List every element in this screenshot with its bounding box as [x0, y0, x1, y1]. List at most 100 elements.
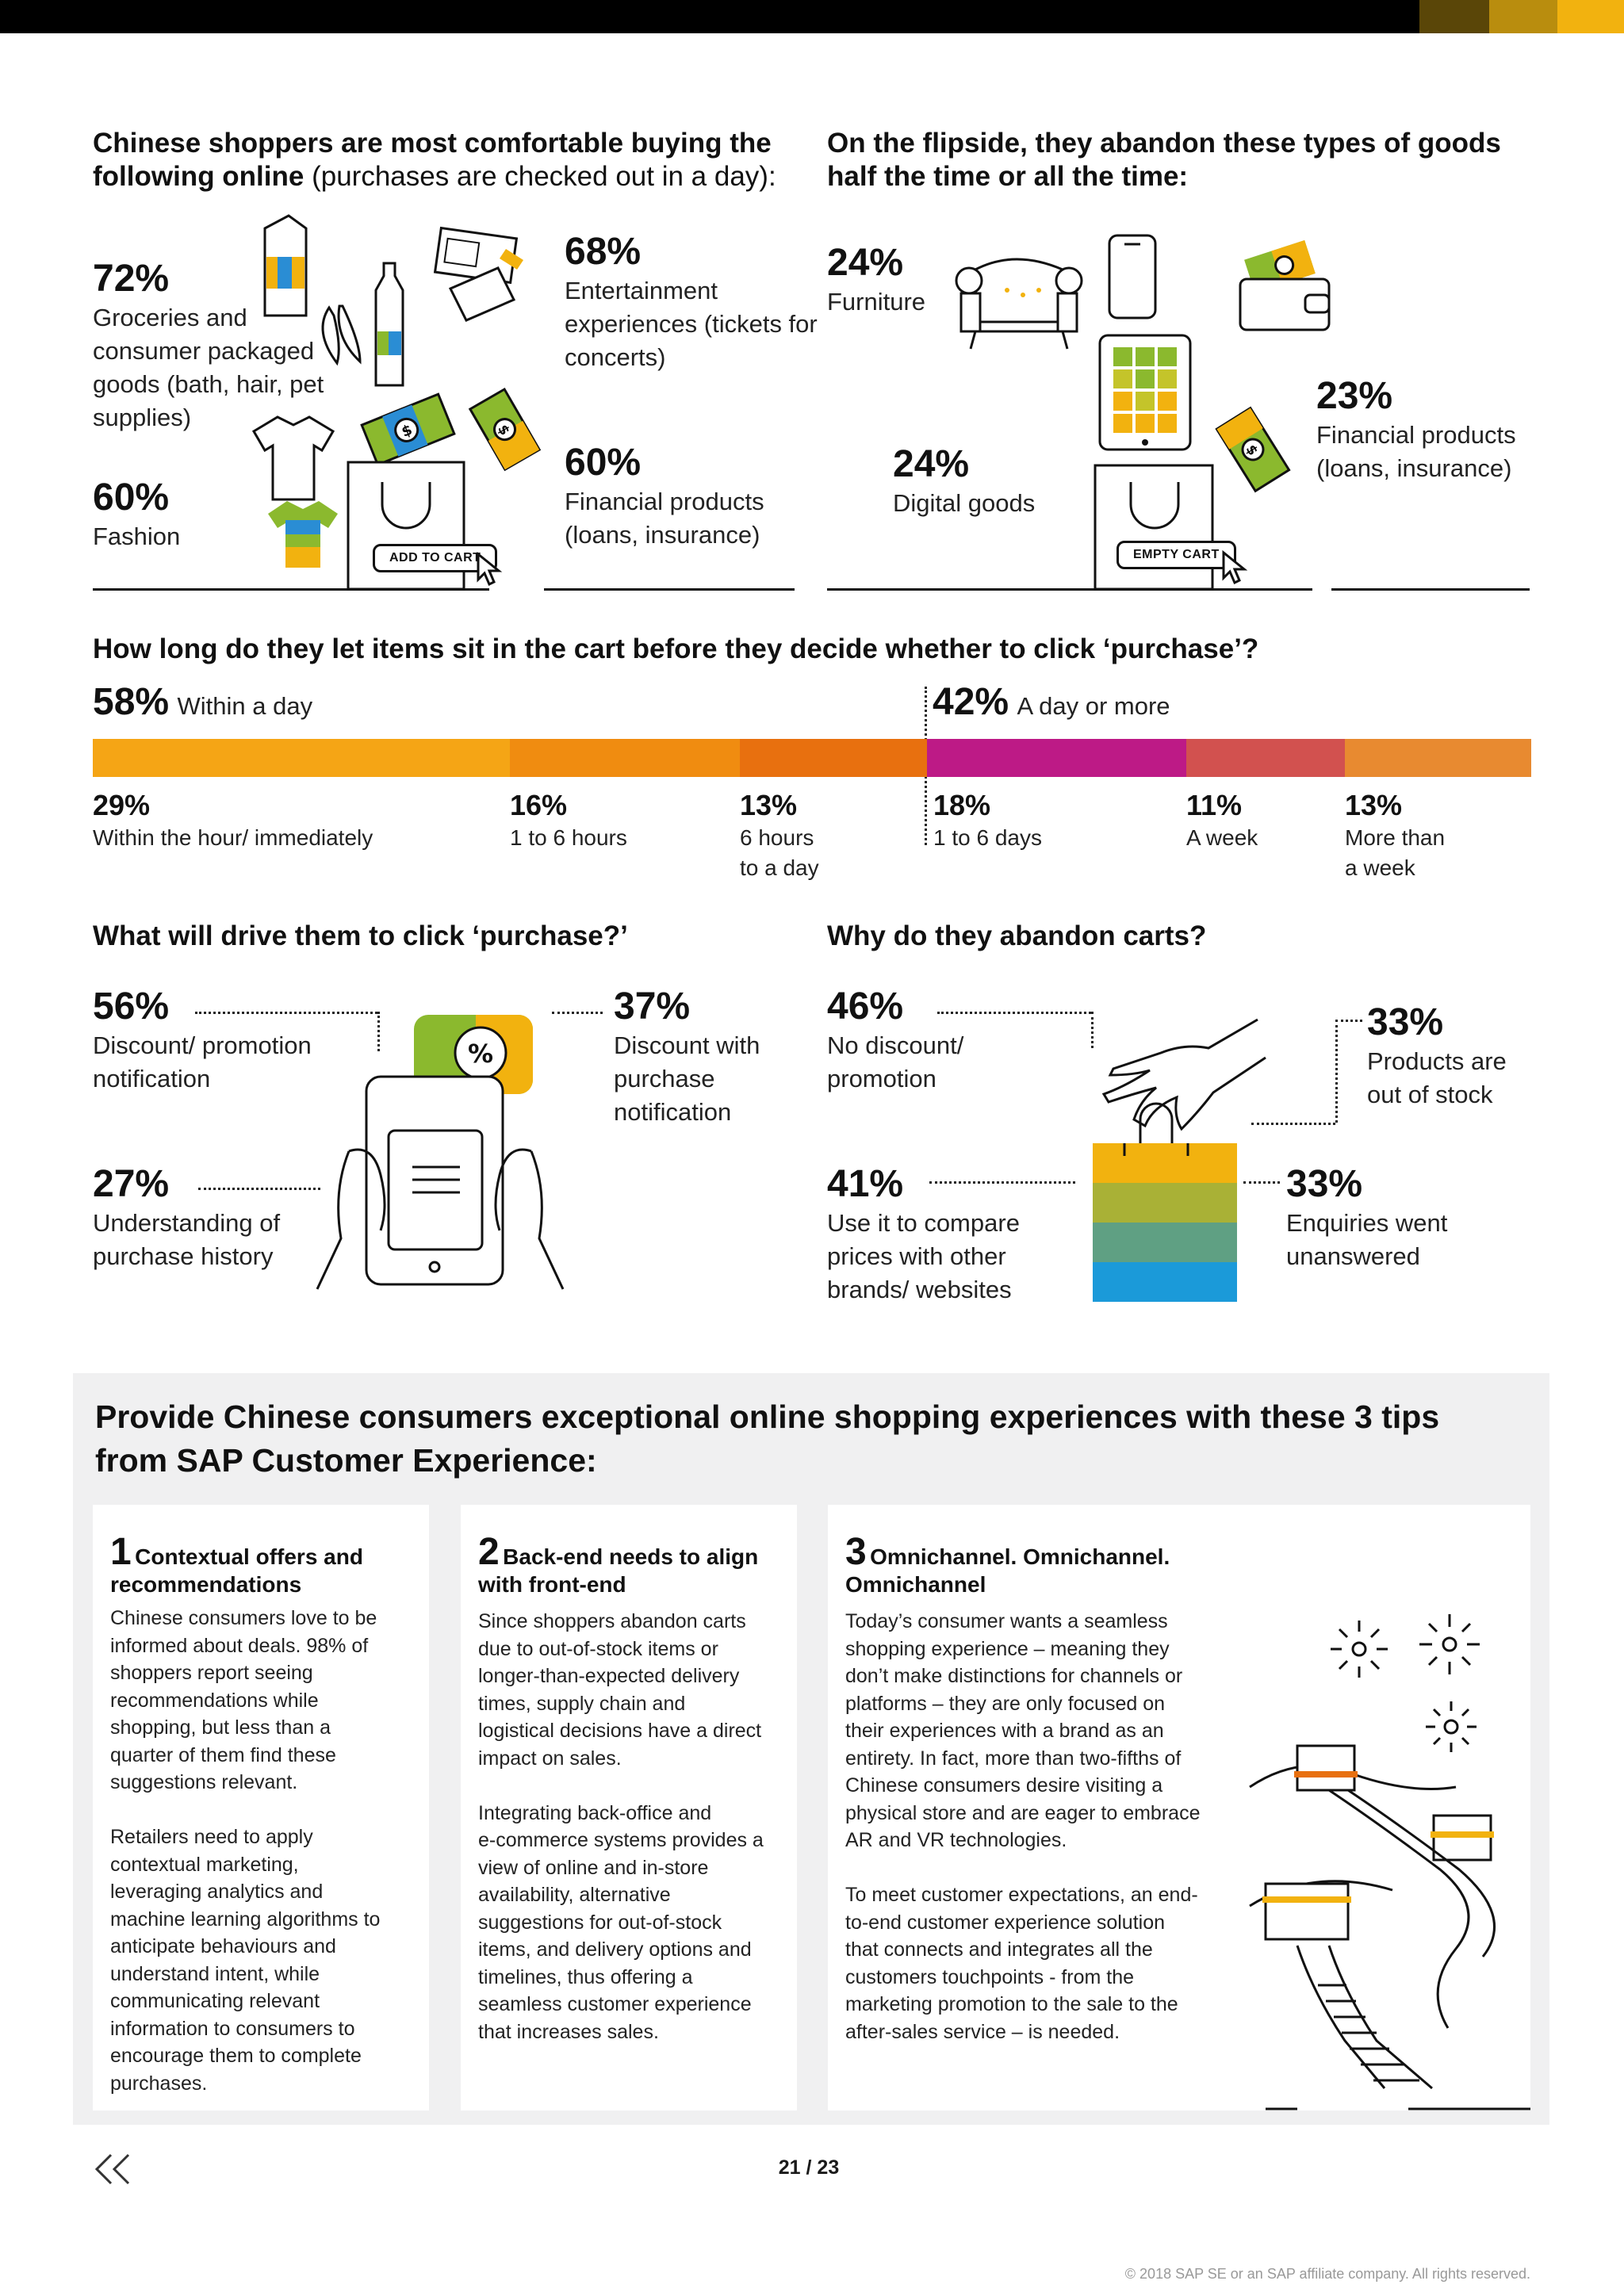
- leader-line: [1335, 1020, 1362, 1022]
- tip-card-1: 1 Contextual offers and recommendations …: [93, 1505, 429, 2110]
- tip-body: Since shoppers abandon carts due to out-…: [478, 1610, 764, 2043]
- double-chevron-left-icon: [94, 2153, 130, 2185]
- tip-body: Chinese consumers love to be informed ab…: [110, 1607, 381, 2095]
- tip-number: 3: [845, 1531, 867, 1573]
- comfortable-heading-bold: Chinese shoppers are most comfortable bu…: [93, 128, 772, 192]
- leader-line: [1335, 1020, 1338, 1123]
- leader-line: [929, 1181, 1075, 1184]
- bar-segment: [927, 739, 1186, 777]
- divider: [93, 588, 347, 591]
- segment-text: A week: [1186, 825, 1258, 850]
- shopping-bag-icon: [1094, 464, 1214, 591]
- summary-label: Within a day: [177, 692, 313, 720]
- stat-label: Entertainment experiences (tickets for c…: [565, 277, 818, 371]
- reason-out-of-stock: 33% Products are out of stock: [1367, 1001, 1542, 1112]
- stat-value: 46%: [827, 985, 904, 1027]
- day-or-more-summary: 42% A day or more: [933, 680, 1170, 725]
- stat-label: Financial products (loans, insurance): [1316, 421, 1516, 482]
- stat-label: No discount/ promotion: [827, 1031, 964, 1093]
- stat-value: 37%: [614, 985, 691, 1027]
- segment-value: 16%: [510, 789, 568, 821]
- segment-value: 11%: [1186, 789, 1243, 821]
- segment-label: 13% 6 hours to a day: [740, 788, 914, 883]
- stat-label: Financial products (loans, insurance): [565, 488, 764, 549]
- add-to-cart-button[interactable]: ADD TO CART: [373, 544, 498, 572]
- leader-line: [195, 1012, 377, 1014]
- leader-line: [198, 1188, 320, 1190]
- shirt-illustration: [251, 415, 335, 501]
- stat-label: Discount/ promotion notification: [93, 1031, 312, 1093]
- leader-line: [937, 1012, 1091, 1014]
- summary-value: 58%: [93, 681, 170, 723]
- segment-label: 11% A week: [1186, 788, 1345, 853]
- segment-value: 29%: [93, 789, 151, 821]
- leader-line: [1091, 1012, 1094, 1048]
- stat-label: Use it to compare prices with other bran…: [827, 1209, 1020, 1303]
- reason-no-discount: 46% No discount/ promotion: [827, 985, 1049, 1096]
- hand-bag-illustration: [1093, 1018, 1266, 1302]
- empty-cart-button[interactable]: EMPTY CART: [1116, 541, 1236, 569]
- smartphone-icon: [1108, 234, 1157, 320]
- stat-value: 33%: [1367, 1001, 1444, 1043]
- driver-discount-notification: 56% Discount/ promotion notification: [93, 985, 362, 1096]
- leader-line: [377, 1012, 380, 1051]
- stat-fashion: 60% Fashion: [93, 476, 331, 553]
- back-icon[interactable]: [92, 2152, 135, 2191]
- comfortable-heading-light: (purchases are checked out in a day):: [304, 161, 776, 192]
- bar-segment: [1186, 739, 1345, 777]
- tablet-hands-illustration: %: [316, 1015, 565, 1290]
- stat-digital-goods: 24% Digital goods: [893, 442, 1099, 520]
- segment-label: 29% Within the hour/ immediately: [93, 788, 489, 853]
- driver-discount-with-purchase: 37% Discount with purchase notification: [614, 985, 820, 1129]
- tip-body: Today’s consumer wants a seamless shoppi…: [845, 1610, 1201, 2043]
- stat-value: 24%: [827, 242, 904, 284]
- stat-entertainment: 68% Entertainment experiences (tickets f…: [565, 230, 818, 374]
- segment-value: 13%: [740, 789, 798, 821]
- cash-icon: $: [468, 387, 542, 472]
- stat-value: 56%: [93, 985, 170, 1027]
- segment-value: 13%: [1345, 789, 1403, 821]
- segment-label: 13% More than a week: [1345, 788, 1519, 883]
- tip-number: 2: [478, 1531, 500, 1573]
- stat-value: 24%: [893, 443, 970, 485]
- grocery-illustration: [263, 214, 404, 387]
- ticket-illustration: [433, 226, 523, 322]
- segment-text: 1 to 6 days: [933, 825, 1042, 850]
- segment-value: 18%: [933, 789, 991, 821]
- tips-title: Provide Chinese consumers exceptional on…: [95, 1399, 1440, 1479]
- armchair-icon: [955, 258, 1083, 350]
- within-day-summary: 58% Within a day: [93, 680, 312, 725]
- stat-value: 60%: [565, 442, 642, 484]
- segment-text: More than a week: [1345, 825, 1446, 880]
- tip-heading: 2 Back-end needs to align: [478, 1532, 779, 1573]
- driver-purchase-history: 27% Understanding of purchase history: [93, 1162, 362, 1273]
- bar-segment: [1345, 739, 1531, 777]
- divider: [544, 588, 795, 591]
- divider: [827, 588, 1094, 591]
- tip-heading-line2: Omnichannel: [845, 1572, 986, 1597]
- stat-value: 72%: [93, 258, 170, 300]
- tip-heading: 3 Omnichannel. Omnichannel.: [845, 1532, 1223, 1573]
- stat-value: 41%: [827, 1163, 904, 1205]
- leader-line: [1251, 1123, 1335, 1125]
- tip-heading-line1: Omnichannel. Omnichannel.: [870, 1544, 1170, 1569]
- segment-label: 18% 1 to 6 days: [933, 788, 1171, 853]
- segment-text: 1 to 6 hours: [510, 825, 627, 850]
- tip-heading-line1: Contextual offers and: [135, 1544, 363, 1569]
- leader-line: [1243, 1181, 1280, 1184]
- comfortable-heading: Chinese shoppers are most comfortable bu…: [93, 127, 791, 193]
- cash-icon: $: [360, 392, 456, 467]
- add-to-cart-label: ADD TO CART: [373, 544, 498, 572]
- stat-label: Products are out of stock: [1367, 1047, 1507, 1108]
- tip-heading-line1: Back-end needs to align: [503, 1544, 759, 1569]
- tip-heading: 1 Contextual offers and: [110, 1532, 412, 1573]
- header-swatch: [1489, 0, 1557, 33]
- tip-number: 1: [110, 1531, 132, 1573]
- tablet-icon: [1098, 334, 1192, 451]
- bar-segment: [740, 739, 927, 777]
- tip-card-3: 3 Omnichannel. Omnichannel. Omnichannel …: [828, 1505, 1530, 2110]
- copyright: © 2018 SAP SE or an SAP affiliate compan…: [1124, 2266, 1530, 2282]
- segment-text: 6 hours to a day: [740, 825, 819, 880]
- bar-segment: [93, 739, 510, 777]
- reason-compare-prices: 41% Use it to compare prices with other …: [827, 1162, 1081, 1307]
